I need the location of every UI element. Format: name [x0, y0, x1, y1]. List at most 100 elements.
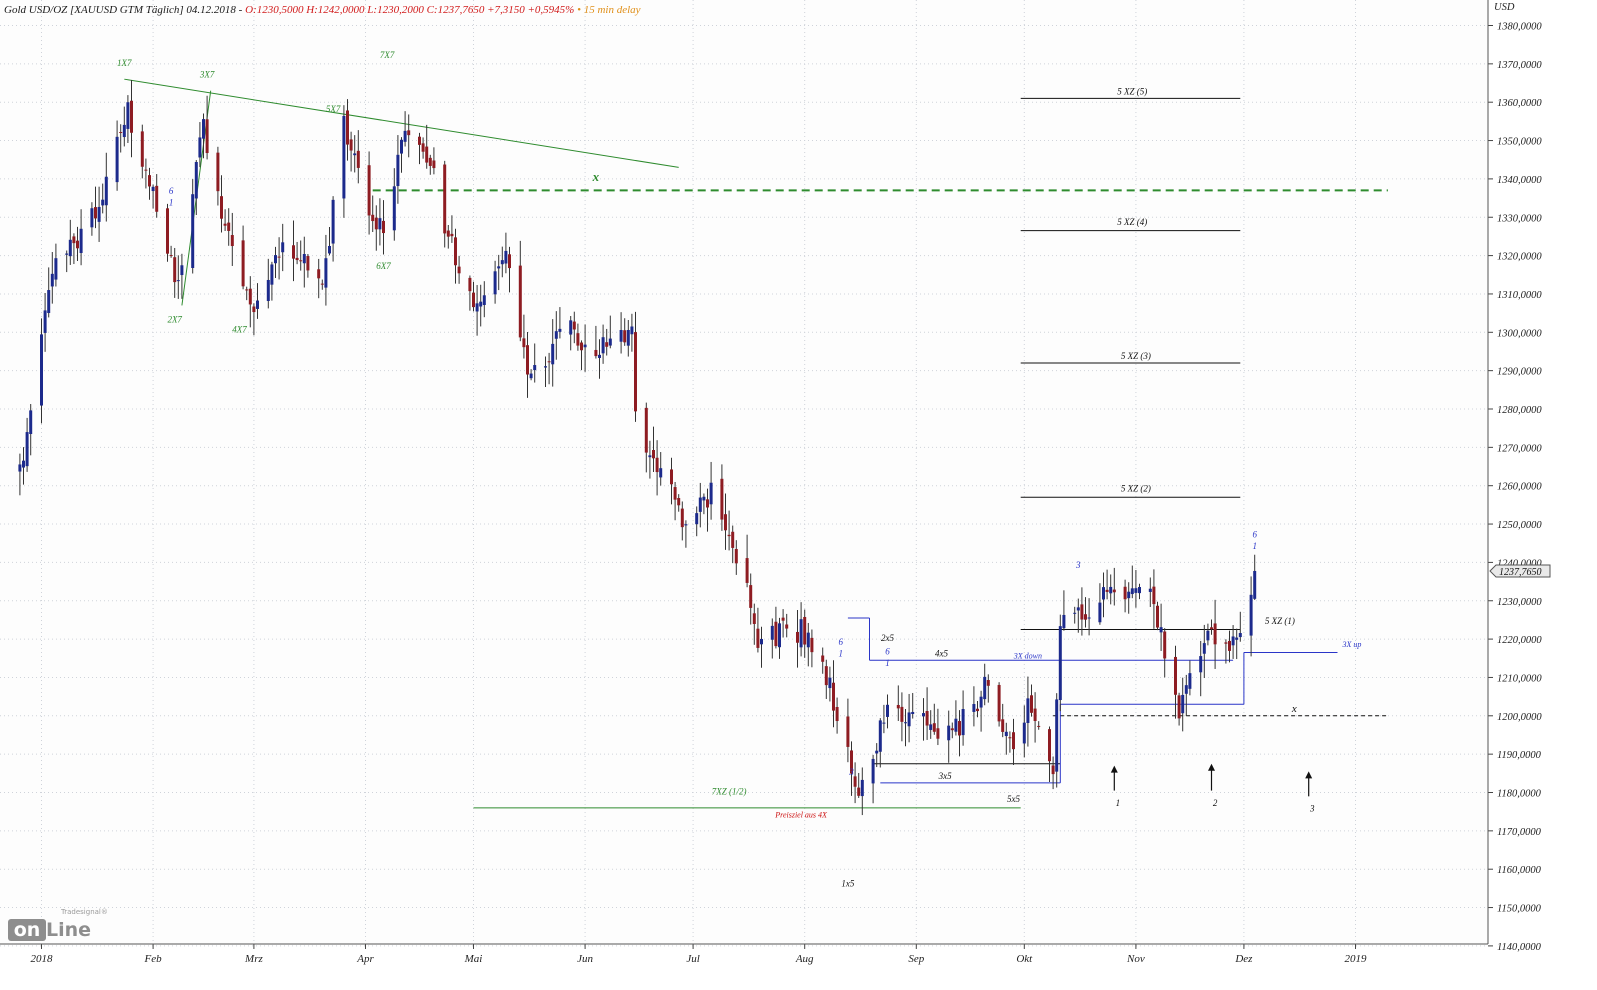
candle-body: [832, 682, 835, 711]
candle: [922, 698, 925, 741]
candle: [371, 195, 375, 233]
y-tick-label: 1240,0000: [1497, 558, 1542, 569]
candle-body: [1181, 694, 1185, 714]
candle: [832, 660, 835, 728]
y-tick-label: 1310,0000: [1497, 290, 1542, 301]
candle: [853, 762, 857, 804]
candle: [328, 227, 331, 256]
candle-body: [1084, 614, 1087, 620]
candle-body: [1249, 594, 1253, 636]
candle-body: [760, 638, 763, 645]
candle-body: [785, 624, 789, 629]
candle-body: [292, 245, 295, 259]
candle: [1213, 599, 1217, 669]
candle-body: [497, 266, 501, 269]
candle: [623, 318, 627, 346]
candle: [475, 285, 479, 336]
candle-body: [601, 337, 605, 354]
candle: [432, 147, 436, 175]
candle-body: [472, 292, 475, 308]
candle-body: [1112, 589, 1116, 593]
candle-body: [936, 728, 940, 739]
candle: [1177, 692, 1181, 726]
candle-body: [572, 321, 576, 330]
candle-body: [1231, 636, 1235, 646]
candle-body: [169, 255, 173, 257]
candle: [720, 464, 724, 531]
candle: [652, 426, 655, 473]
candle: [619, 312, 623, 354]
candle: [976, 701, 979, 718]
candle: [1206, 623, 1210, 646]
candle: [396, 135, 400, 204]
line-layer: [124, 78, 1388, 809]
candle-body: [558, 328, 562, 332]
candle-body: [1076, 607, 1080, 611]
candle-body: [551, 343, 555, 365]
candle: [1037, 721, 1041, 730]
candle: [806, 622, 810, 667]
candle-body: [1022, 722, 1026, 744]
candle: [1048, 726, 1051, 783]
candle-body: [1206, 630, 1210, 641]
candle: [202, 113, 205, 159]
candle: [353, 135, 357, 173]
candle: [302, 236, 306, 288]
candle: [1181, 677, 1185, 732]
candle-body: [734, 548, 738, 564]
candle-body: [493, 271, 497, 295]
candle: [760, 626, 763, 668]
candle-body: [457, 266, 461, 274]
candle: [774, 606, 778, 649]
candle: [778, 617, 781, 659]
candle: [850, 741, 853, 796]
candle: [90, 202, 94, 236]
candle: [1098, 583, 1102, 625]
candle-body: [950, 728, 954, 731]
candle-body: [1224, 642, 1228, 644]
candle-body: [349, 139, 353, 151]
candle: [130, 80, 133, 158]
candle: [223, 209, 227, 232]
candle-body: [731, 531, 735, 548]
candle-body: [302, 254, 306, 264]
candle-body: [180, 265, 184, 276]
candle-body: [1159, 627, 1163, 633]
candle-body: [1080, 604, 1084, 620]
candle: [504, 232, 508, 274]
candle-body: [670, 469, 673, 485]
candle-body: [1238, 633, 1242, 638]
candle-body: [1130, 588, 1134, 595]
candle: [702, 493, 706, 515]
candle-body: [454, 237, 457, 266]
candle-body: [860, 779, 864, 797]
logo-brand-text: Tradesignal®: [61, 908, 108, 916]
chart-annotation: 7XZ (1/2): [712, 786, 747, 796]
candle-body: [421, 143, 425, 152]
candle: [529, 369, 533, 381]
candle-body: [126, 102, 130, 129]
candle: [382, 200, 385, 255]
candle-body: [403, 130, 407, 142]
candle: [684, 520, 688, 548]
candle-body: [680, 508, 684, 528]
candle-body: [223, 223, 227, 226]
chart-annotation: 4X7: [232, 324, 247, 334]
arrow-head: [1208, 763, 1215, 771]
candle: [227, 208, 231, 246]
candle: [608, 315, 612, 349]
candle: [1210, 619, 1213, 635]
candle-body: [191, 194, 195, 268]
candle-body: [205, 119, 209, 154]
candle: [871, 754, 875, 804]
y-tick-label: 1300,0000: [1497, 328, 1542, 339]
candle: [166, 203, 169, 262]
candle-body: [904, 722, 907, 724]
candle-body: [176, 280, 180, 282]
candle-body: [1058, 626, 1062, 701]
candle: [731, 525, 735, 564]
candle-body: [500, 260, 504, 265]
candle: [1080, 587, 1084, 636]
